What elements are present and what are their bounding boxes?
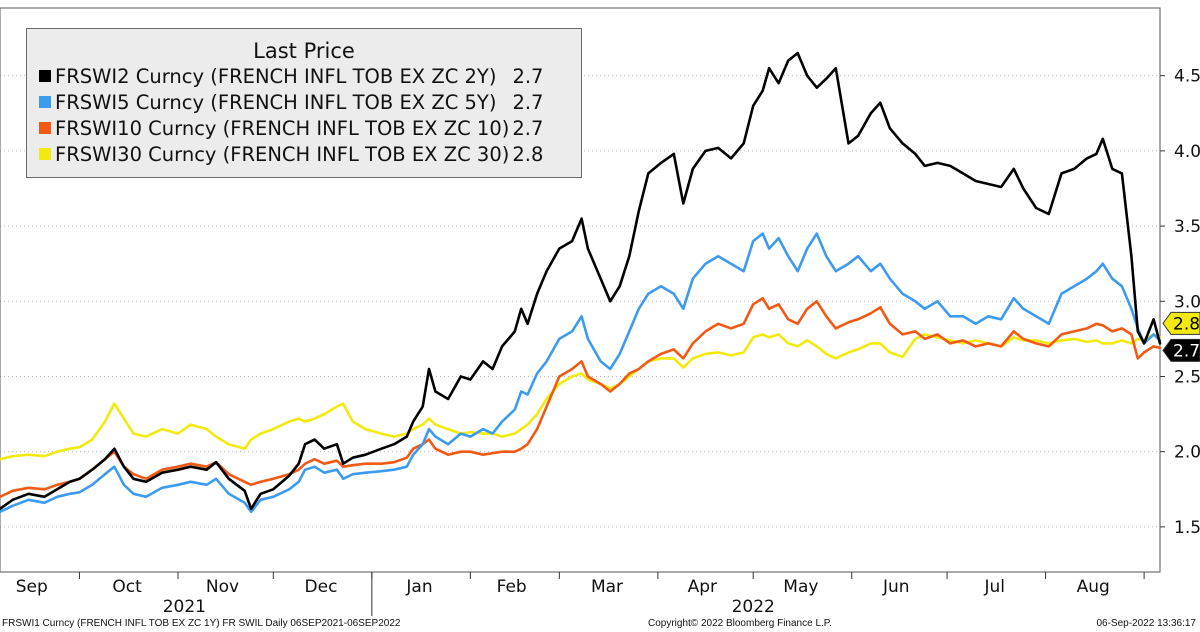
x-month-label: Aug — [1077, 577, 1110, 597]
y-tick-label: 3.0 — [1174, 292, 1200, 312]
series-line — [0, 51, 1162, 511]
series-line — [0, 333, 1162, 461]
last-value-tag-label: 2.7 — [1173, 341, 1200, 361]
legend-swatch — [39, 70, 51, 82]
legend-label: FRSWI10 Curncy (FRENCH INFL TOB EX ZC 10… — [55, 116, 510, 140]
footer-series-info: FRSWI1 Curncy (FRENCH INFL TOB EX ZC 1Y)… — [2, 618, 401, 629]
x-month-label: Jul — [983, 577, 1005, 597]
last-value-tag — [1162, 311, 1200, 335]
legend: Last Price FRSWI2 Curncy (FRENCH INFL TO… — [26, 28, 582, 178]
x-month-label: Sep — [16, 577, 48, 597]
series-line — [0, 232, 1162, 514]
legend-label: FRSWI30 Curncy (FRENCH INFL TOB EX ZC 30… — [55, 142, 510, 166]
last-value-tag-label: 2.8 — [1173, 314, 1200, 334]
y-tick-labels: 1.5 2.0 2.5 3.0 3.5 4.0 4.5 — [1174, 67, 1200, 538]
last-value-tag — [1162, 338, 1200, 362]
axes — [0, 7, 1165, 616]
series-lines — [0, 51, 1162, 514]
legend-value: 2.7 — [512, 64, 544, 88]
legend-value: 2.7 — [512, 90, 544, 114]
legend-swatch — [39, 122, 51, 134]
footer-copyright: Copyright© 2022 Bloomberg Finance L.P. — [648, 618, 832, 629]
legend-title: Last Price — [253, 39, 355, 63]
y-tick-label: 4.5 — [1174, 67, 1200, 87]
x-month-label: May — [783, 577, 818, 597]
legend-label: FRSWI5 Curncy (FRENCH INFL TOB EX ZC 5Y) — [55, 90, 497, 114]
x-axis-labels: Sep Oct Nov Dec Jan Feb Mar Apr May Jun Jul Aug 2021… — [16, 577, 1110, 617]
x-month-label: Feb — [497, 577, 527, 597]
legend-value: 2.8 — [512, 142, 544, 166]
y-tick-label: 2.0 — [1174, 443, 1200, 463]
y-tick-label: 1.5 — [1174, 518, 1200, 538]
x-month-label: Nov — [206, 577, 239, 597]
last-value-tags: 2.82.7 — [1162, 311, 1200, 362]
series-line — [0, 297, 1162, 499]
legend-entry-frswi2: FRSWI2 Curncy (FRENCH INFL TOB EX ZC 2Y)… — [27, 63, 581, 89]
x-year-label: 2021 — [163, 597, 206, 617]
x-month-label: Jan — [405, 577, 432, 597]
x-year-label: 2022 — [732, 597, 775, 617]
y-tick-label: 4.0 — [1174, 142, 1200, 162]
x-month-label: Jun — [882, 577, 910, 597]
legend-label: FRSWI2 Curncy (FRENCH INFL TOB EX ZC 2Y) — [55, 64, 497, 88]
y-tick-label: 2.5 — [1174, 367, 1200, 387]
plot-frame — [0, 7, 1161, 573]
legend-entry-frswi10: FRSWI10 Curncy (FRENCH INFL TOB EX ZC 10… — [27, 115, 581, 141]
legend-swatch — [39, 148, 51, 160]
legend-value: 2.7 — [512, 116, 544, 140]
legend-entry-frswi5: FRSWI5 Curncy (FRENCH INFL TOB EX ZC 5Y)… — [27, 89, 581, 115]
x-month-label: Apr — [688, 577, 717, 597]
x-month-label: Dec — [305, 577, 338, 597]
x-month-label: Mar — [591, 577, 623, 597]
y-tick-label: 3.5 — [1174, 217, 1200, 237]
footer-timestamp: 06-Sep-2022 13:36:17 — [1096, 618, 1196, 629]
legend-swatch — [39, 96, 51, 108]
legend-entry-frswi30: FRSWI30 Curncy (FRENCH INFL TOB EX ZC 30… — [27, 141, 581, 167]
x-month-label: Oct — [112, 577, 142, 597]
